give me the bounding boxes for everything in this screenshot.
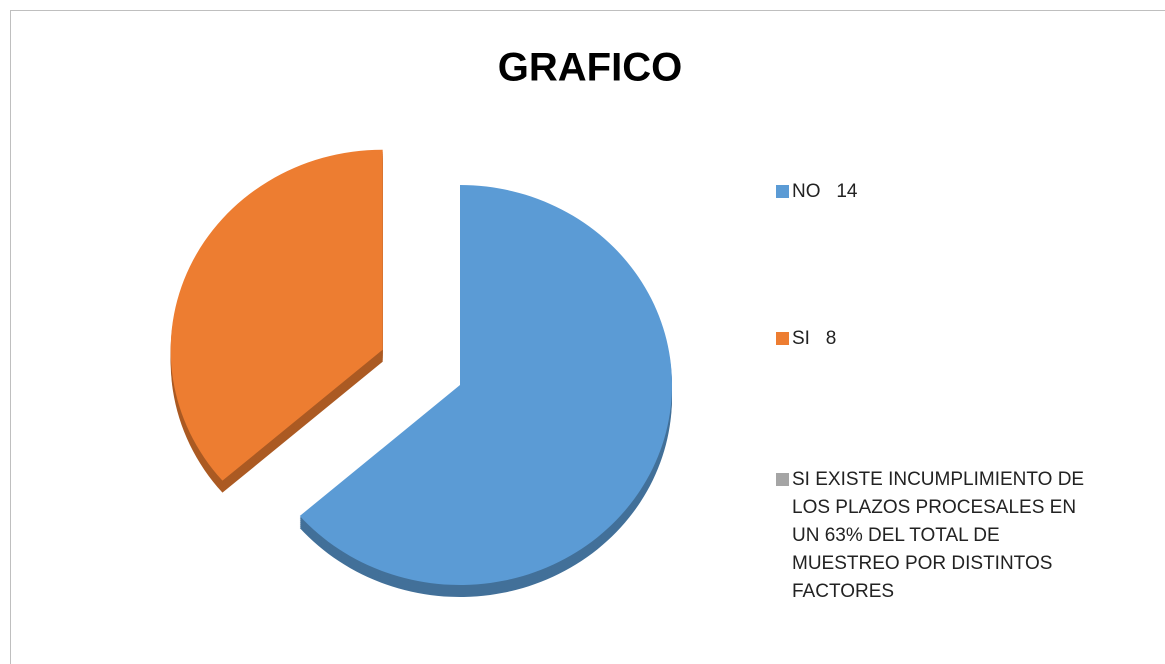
legend-label: SI 8	[792, 328, 837, 349]
legend-entry: NO 14	[776, 178, 1156, 206]
legend-entry: SI 8	[776, 325, 1156, 353]
legend-entry: SI EXISTE INCUMPLIMIENTO DE LOS PLAZOS P…	[776, 466, 1156, 606]
legend-label: NO 14	[792, 181, 858, 202]
legend-swatch	[776, 473, 789, 486]
chart-title: GRAFICO	[498, 46, 682, 90]
pie-slice	[170, 149, 383, 481]
legend-swatch	[776, 332, 789, 345]
pie-slice	[299, 185, 672, 585]
legend-swatch	[776, 185, 789, 198]
legend-label: SI EXISTE INCUMPLIMIENTO DE LOS PLAZOS P…	[792, 469, 1090, 602]
